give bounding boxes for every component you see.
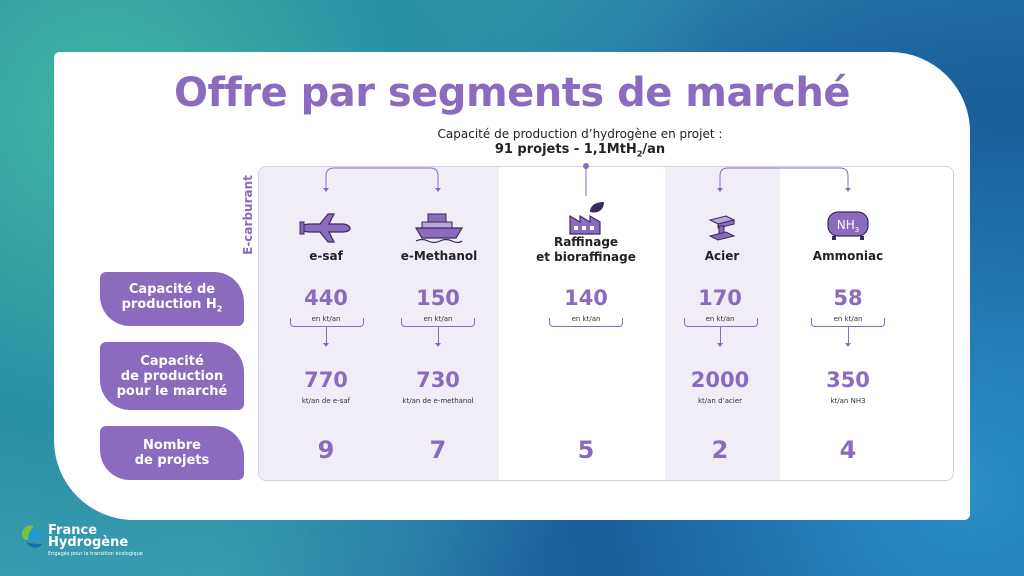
svg-text:NH3: NH3 — [837, 218, 859, 234]
row-label-capacity-market: Capacité de production pour le marché — [100, 342, 244, 410]
down-arrow — [845, 343, 851, 347]
market-value: 770 — [304, 368, 348, 392]
market-unit: kt/an de e-methanol — [402, 397, 474, 405]
down-arrow — [435, 343, 441, 347]
h2-unit: en kt/an — [311, 315, 341, 323]
logo-icon — [22, 525, 44, 548]
market-value: 350 — [826, 368, 870, 392]
steel-beam-icon — [708, 215, 736, 241]
down-arrow — [717, 343, 723, 347]
airplane-icon — [299, 213, 351, 243]
h2-unit: en kt/an — [705, 315, 735, 323]
project-count: 4 — [839, 436, 857, 464]
market-value: 2000 — [690, 368, 750, 392]
bracket — [549, 318, 623, 327]
project-count: 5 — [577, 436, 595, 464]
h2-unit: en kt/an — [423, 315, 453, 323]
row-label-capacity-h2: Capacité de production H2 — [100, 272, 244, 326]
project-count: 2 — [711, 436, 729, 464]
h2-value: 140 — [564, 286, 608, 310]
page-title: Offre par segments de marché — [174, 70, 850, 116]
subtitle-line2: 91 projets - 1,1MtH2/an — [494, 142, 666, 159]
france-hydrogene-logo: France Hydrogène Engagés pour la transit… — [20, 522, 143, 557]
h2-value: 58 — [833, 286, 863, 310]
bracket — [811, 318, 885, 327]
factory-leaf-icon — [569, 202, 604, 235]
segment-raffinage: Raffinage et bioraffinage — [536, 235, 636, 264]
bracket — [684, 318, 758, 327]
down-line — [720, 327, 721, 343]
subtitle-line1: Capacité de production d’hydrogène en pr… — [437, 127, 723, 141]
down-arrow — [323, 343, 329, 347]
row-label-projects: Nombre de projets — [100, 426, 244, 480]
bracket — [401, 318, 475, 327]
segment-esaf: e-saf — [309, 249, 343, 263]
down-line — [848, 327, 849, 343]
h2-value: 150 — [416, 286, 460, 310]
h2-unit: en kt/an — [571, 315, 601, 323]
market-value: 730 — [416, 368, 460, 392]
h2-value: 440 — [304, 286, 348, 310]
down-line — [438, 327, 439, 343]
market-unit: kt/an d’acier — [697, 397, 743, 405]
bracket — [290, 318, 364, 327]
h2-unit: en kt/an — [833, 315, 863, 323]
e-fuel-label: E-carburant — [240, 175, 255, 255]
segment-acier: Acier — [704, 249, 740, 263]
ship-icon — [414, 213, 464, 244]
h2-value: 170 — [698, 286, 742, 310]
e-fuel-columns-bg — [259, 167, 499, 480]
down-line — [326, 327, 327, 343]
market-unit: kt/an NH3 — [830, 397, 866, 405]
project-count: 9 — [317, 436, 335, 464]
segment-emethanol: e-Methanol — [400, 249, 478, 263]
ammonia-tank-icon: NH3 — [827, 211, 869, 240]
project-count: 7 — [429, 436, 447, 464]
segment-ammoniac: Ammoniac — [812, 249, 884, 263]
market-unit: kt/an de e-saf — [301, 397, 351, 405]
